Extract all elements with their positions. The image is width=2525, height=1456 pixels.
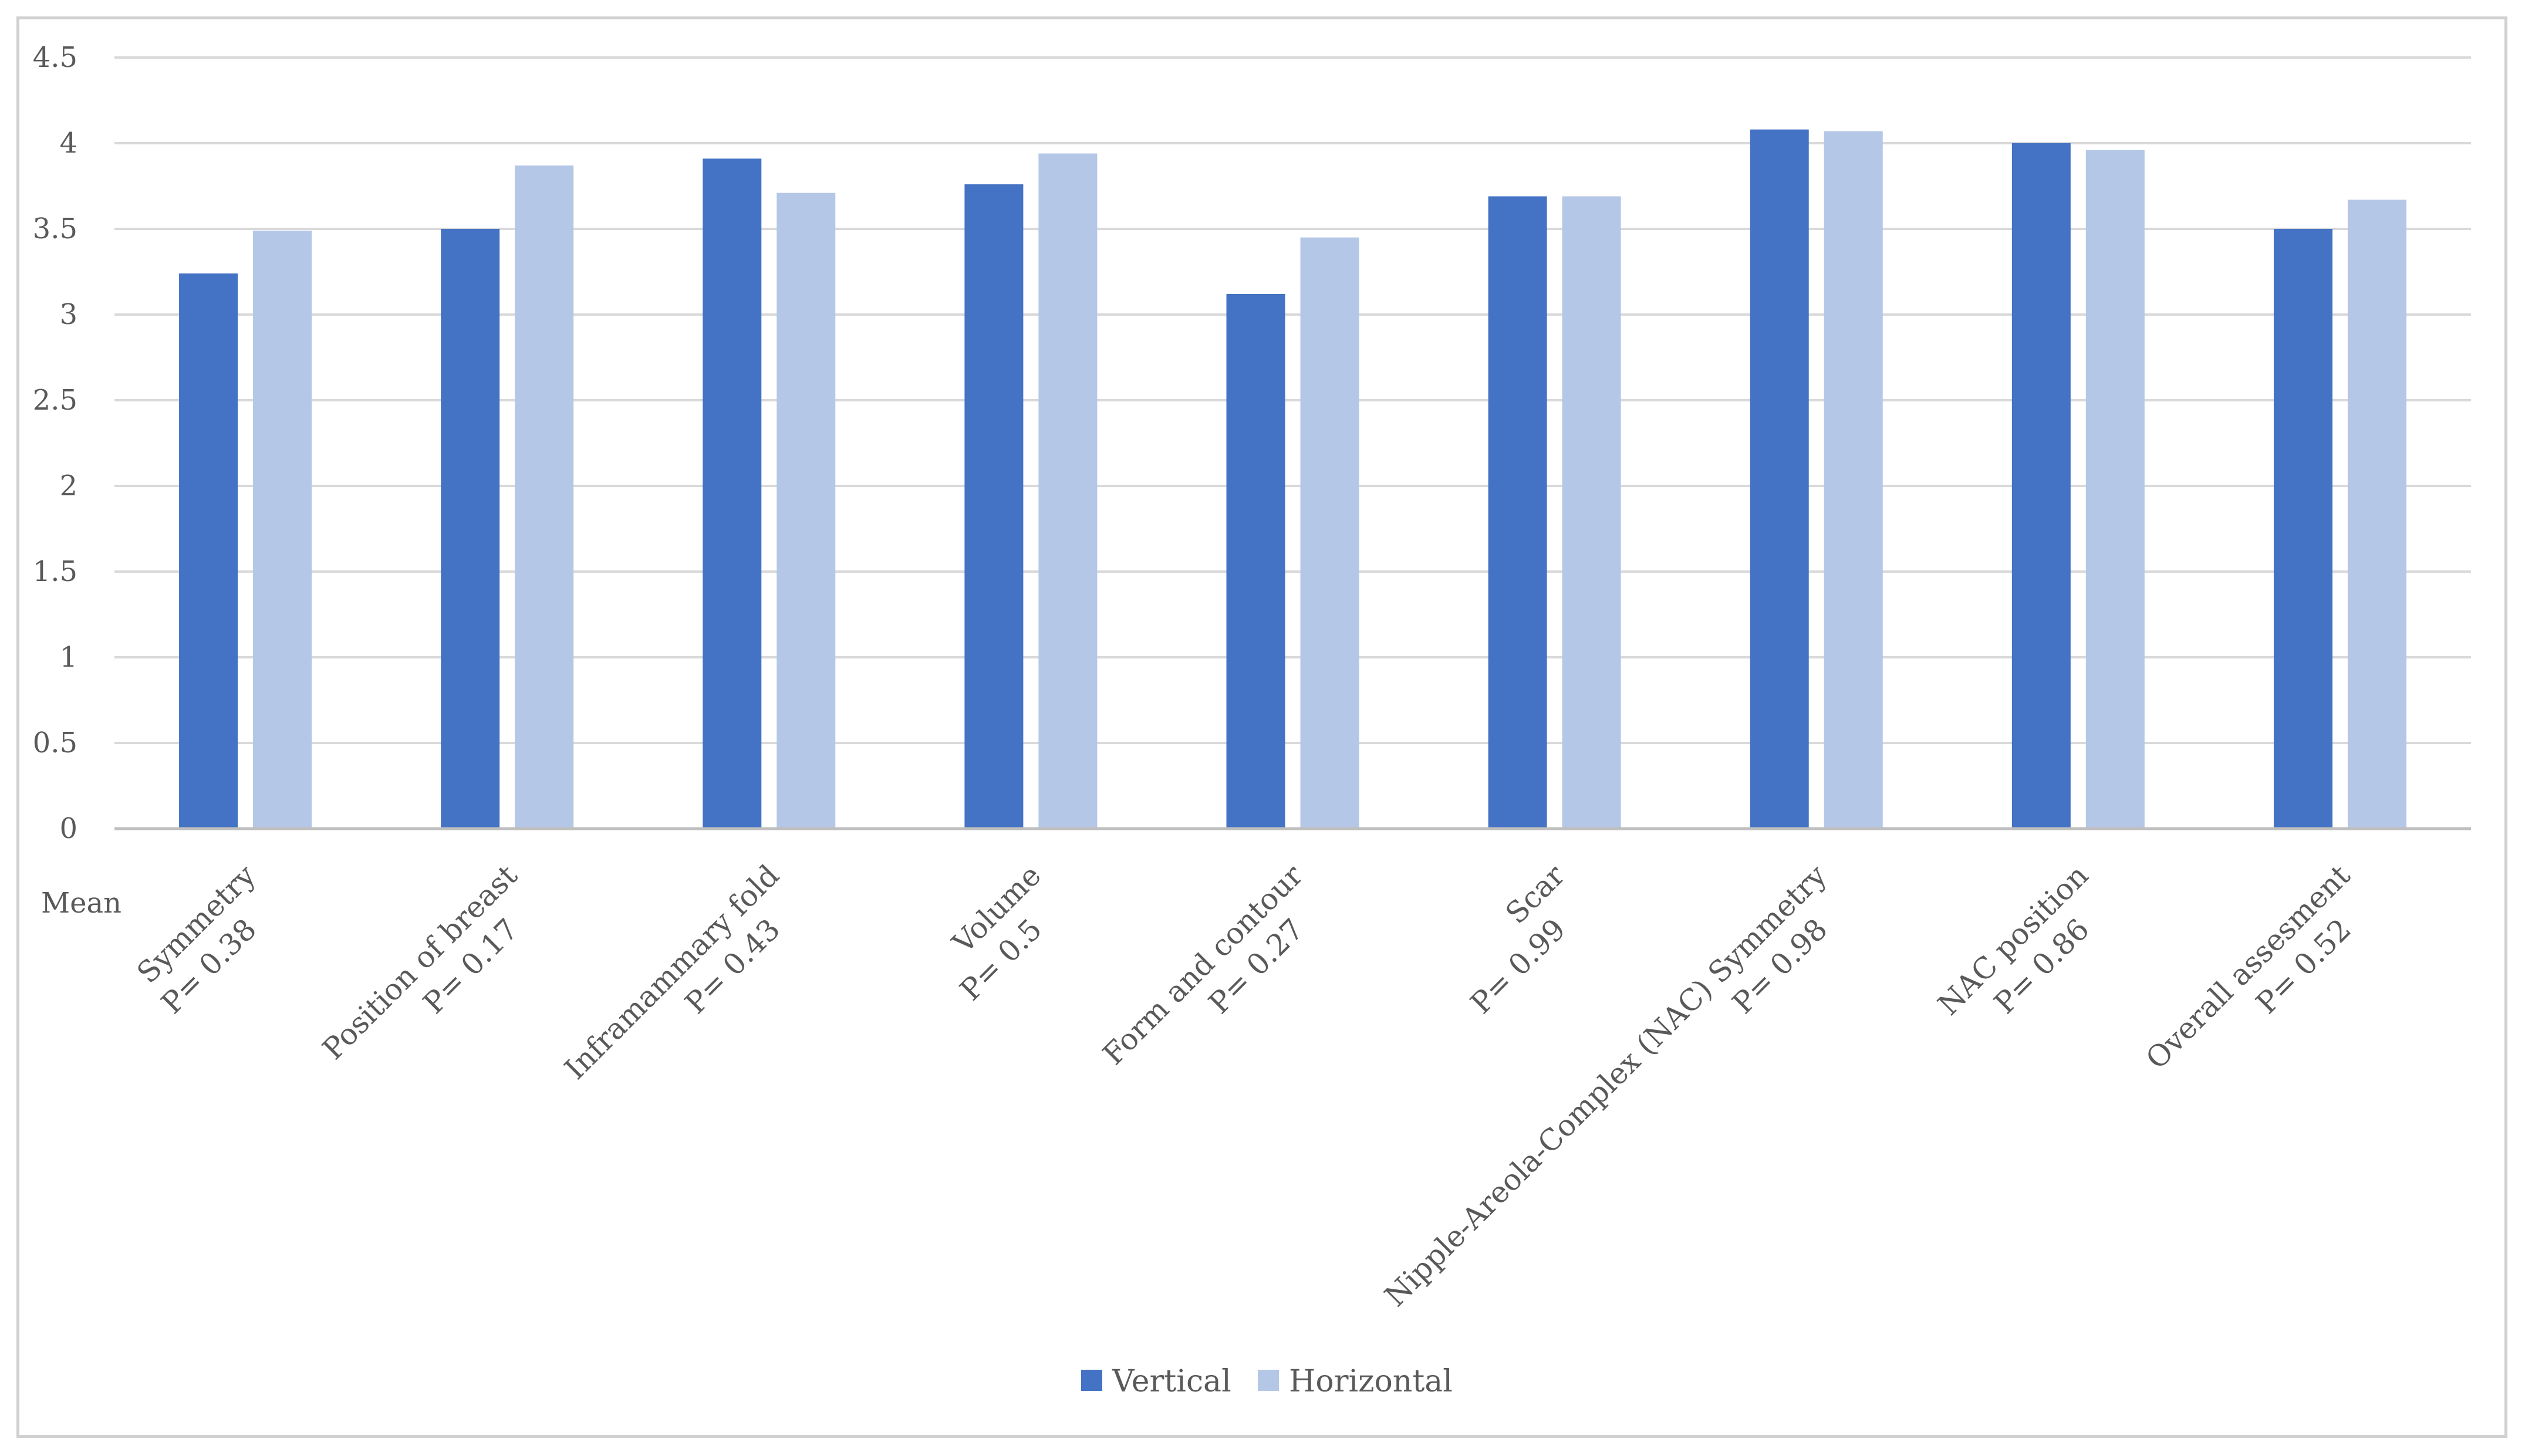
bar-horizontal-9: [2347, 200, 2406, 829]
bar-horizontal-6: [1562, 196, 1621, 829]
y-tick-label: 4.5: [33, 41, 77, 74]
bar-horizontal-3: [777, 192, 836, 829]
bar-vertical-3: [703, 158, 762, 829]
y-tick-label: 4: [59, 127, 77, 160]
bar-vertical-7: [1750, 129, 1809, 829]
bar-vertical-4: [964, 184, 1024, 829]
axis-prefix-label: Mean: [41, 887, 121, 920]
bar-horizontal-8: [2085, 150, 2145, 829]
y-tick-label: 1.5: [33, 555, 77, 588]
bar-vertical-9: [2273, 229, 2332, 829]
y-tick-label: 1: [59, 641, 77, 674]
y-tick-label: 0: [59, 812, 77, 845]
y-tick-label: 2: [59, 469, 77, 502]
bar-vertical-6: [1488, 196, 1547, 829]
bar-vertical-2: [441, 229, 500, 829]
category-label: Nipple-Areola-Complex (NAC) Symmetry: [1378, 858, 1834, 1313]
y-tick-label: 3.5: [33, 212, 77, 245]
bars: [179, 129, 2406, 829]
y-tick-label: 3: [59, 298, 77, 331]
bar-horizontal-2: [515, 165, 574, 829]
legend-swatch-vertical: [1081, 1370, 1102, 1391]
bar-vertical-8: [2011, 143, 2071, 829]
bar-vertical-1: [179, 273, 238, 829]
gridlines: [114, 56, 2471, 744]
y-axis-ticks: 0 0.5 1 1.5 2 2.5 3 3.5 4 4.5: [33, 41, 77, 845]
legend-label-vertical: Vertical: [1112, 1364, 1231, 1399]
y-tick-label: 2.5: [33, 384, 77, 417]
category-p-value: P= 0.99: [1464, 912, 1572, 1020]
bar-horizontal-1: [253, 230, 312, 829]
bar-vertical-5: [1226, 293, 1285, 829]
category-label: Scar: [1499, 858, 1571, 930]
bar-horizontal-4: [1038, 153, 1098, 829]
bar-horizontal-5: [1300, 237, 1359, 829]
legend-swatch-horizontal: [1258, 1370, 1279, 1391]
y-tick-label: 0.5: [33, 727, 77, 759]
legend: Vertical Horizontal: [1081, 1364, 1453, 1399]
legend-label-horizontal: Horizontal: [1289, 1364, 1453, 1399]
category-label: Inframammary fold: [558, 858, 786, 1086]
bar-horizontal-7: [1824, 131, 1883, 829]
